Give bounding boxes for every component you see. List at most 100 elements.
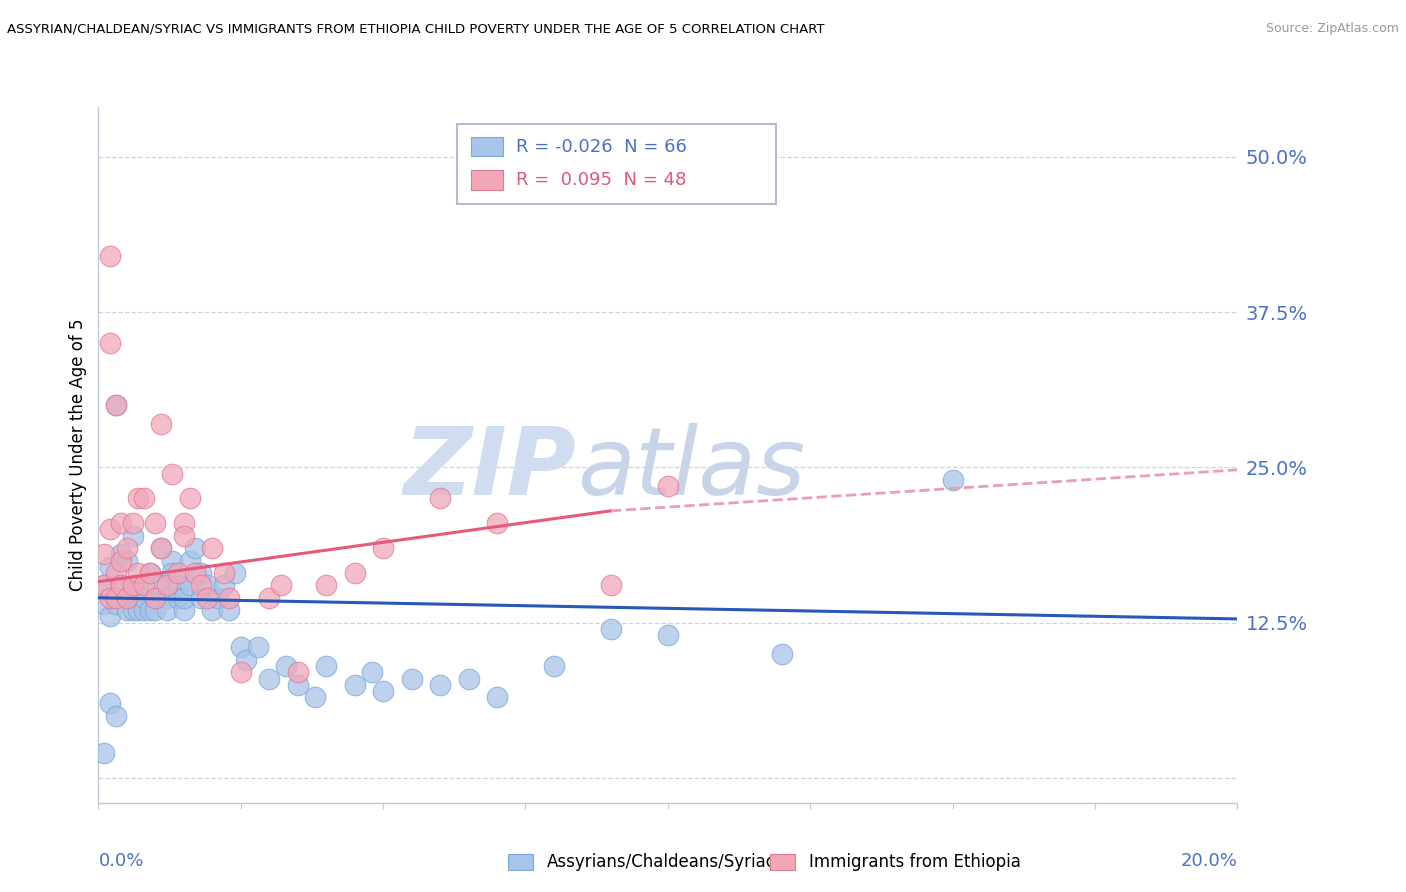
Point [104,398,127,412]
Y-axis label: Child Poverty Under the Age of 5: Child Poverty Under the Age of 5 [69,318,87,591]
Point [259,672,281,686]
Point [179,578,201,592]
Point [115,591,138,605]
Point [110,578,132,592]
Text: R =  0.095  N = 48: R = 0.095 N = 48 [516,171,686,189]
Point [156,578,179,592]
Point [127,491,149,506]
Text: Source: ZipAtlas.com: Source: ZipAtlas.com [1265,22,1399,36]
Point [190,591,212,605]
Point [315,578,337,592]
Text: atlas: atlas [576,424,806,515]
Point [657,479,679,493]
Point [246,640,269,655]
Point [98,336,121,351]
Point [145,591,167,605]
Point [93,547,115,561]
Point [179,553,201,567]
Point [486,690,509,705]
Point [201,603,224,617]
Point [229,640,252,655]
Point [429,678,451,692]
FancyBboxPatch shape [509,855,533,870]
Point [315,659,337,673]
Point [93,578,115,592]
Point [121,529,143,543]
Point [150,578,173,592]
Point [373,684,395,698]
Point [304,690,326,705]
Point [98,591,121,605]
Point [93,578,115,592]
Point [167,566,190,580]
Text: ZIP: ZIP [404,423,576,515]
Point [121,516,143,531]
Point [104,398,127,412]
Point [150,417,173,431]
Point [93,746,115,760]
Point [98,697,121,711]
Point [162,553,184,567]
Point [212,578,235,592]
Point [486,516,509,531]
Point [115,553,138,567]
Point [104,597,127,611]
Point [184,566,207,580]
Point [173,529,195,543]
Point [167,591,190,605]
Point [343,678,366,692]
Point [156,603,179,617]
Point [132,603,155,617]
Point [343,566,366,580]
Point [190,566,212,580]
Point [270,578,292,592]
Text: Immigrants from Ethiopia: Immigrants from Ethiopia [808,853,1021,871]
Point [195,578,218,592]
Point [657,628,679,642]
Text: R = -0.026  N = 66: R = -0.026 N = 66 [516,137,688,156]
FancyBboxPatch shape [770,855,796,870]
Point [429,491,451,506]
Point [229,665,252,680]
Point [360,665,382,680]
Point [145,591,167,605]
Point [115,603,138,617]
Point [145,603,167,617]
Point [115,591,138,605]
Point [179,491,201,506]
Point [235,653,257,667]
Point [98,609,121,624]
Point [98,559,121,574]
Point [156,591,179,605]
Point [121,603,143,617]
Point [127,566,149,580]
Point [110,553,132,567]
Point [600,578,623,592]
Point [110,516,132,531]
Point [373,541,395,555]
Text: 20.0%: 20.0% [1181,853,1237,871]
Point [401,672,423,686]
Point [457,672,479,686]
Point [543,659,565,673]
Point [121,578,143,592]
Point [201,541,224,555]
Point [600,622,623,636]
Point [104,566,127,580]
Text: Assyrians/Chaldeans/Syriacs: Assyrians/Chaldeans/Syriacs [547,853,785,871]
Point [98,523,121,537]
Point [145,516,167,531]
Point [195,591,218,605]
Point [173,603,195,617]
Point [150,541,173,555]
FancyBboxPatch shape [457,124,776,204]
Point [259,591,281,605]
Point [162,467,184,481]
Point [218,603,240,617]
FancyBboxPatch shape [471,137,503,156]
Point [138,603,160,617]
Point [173,591,195,605]
Point [184,541,207,555]
Point [132,591,155,605]
Point [104,591,127,605]
